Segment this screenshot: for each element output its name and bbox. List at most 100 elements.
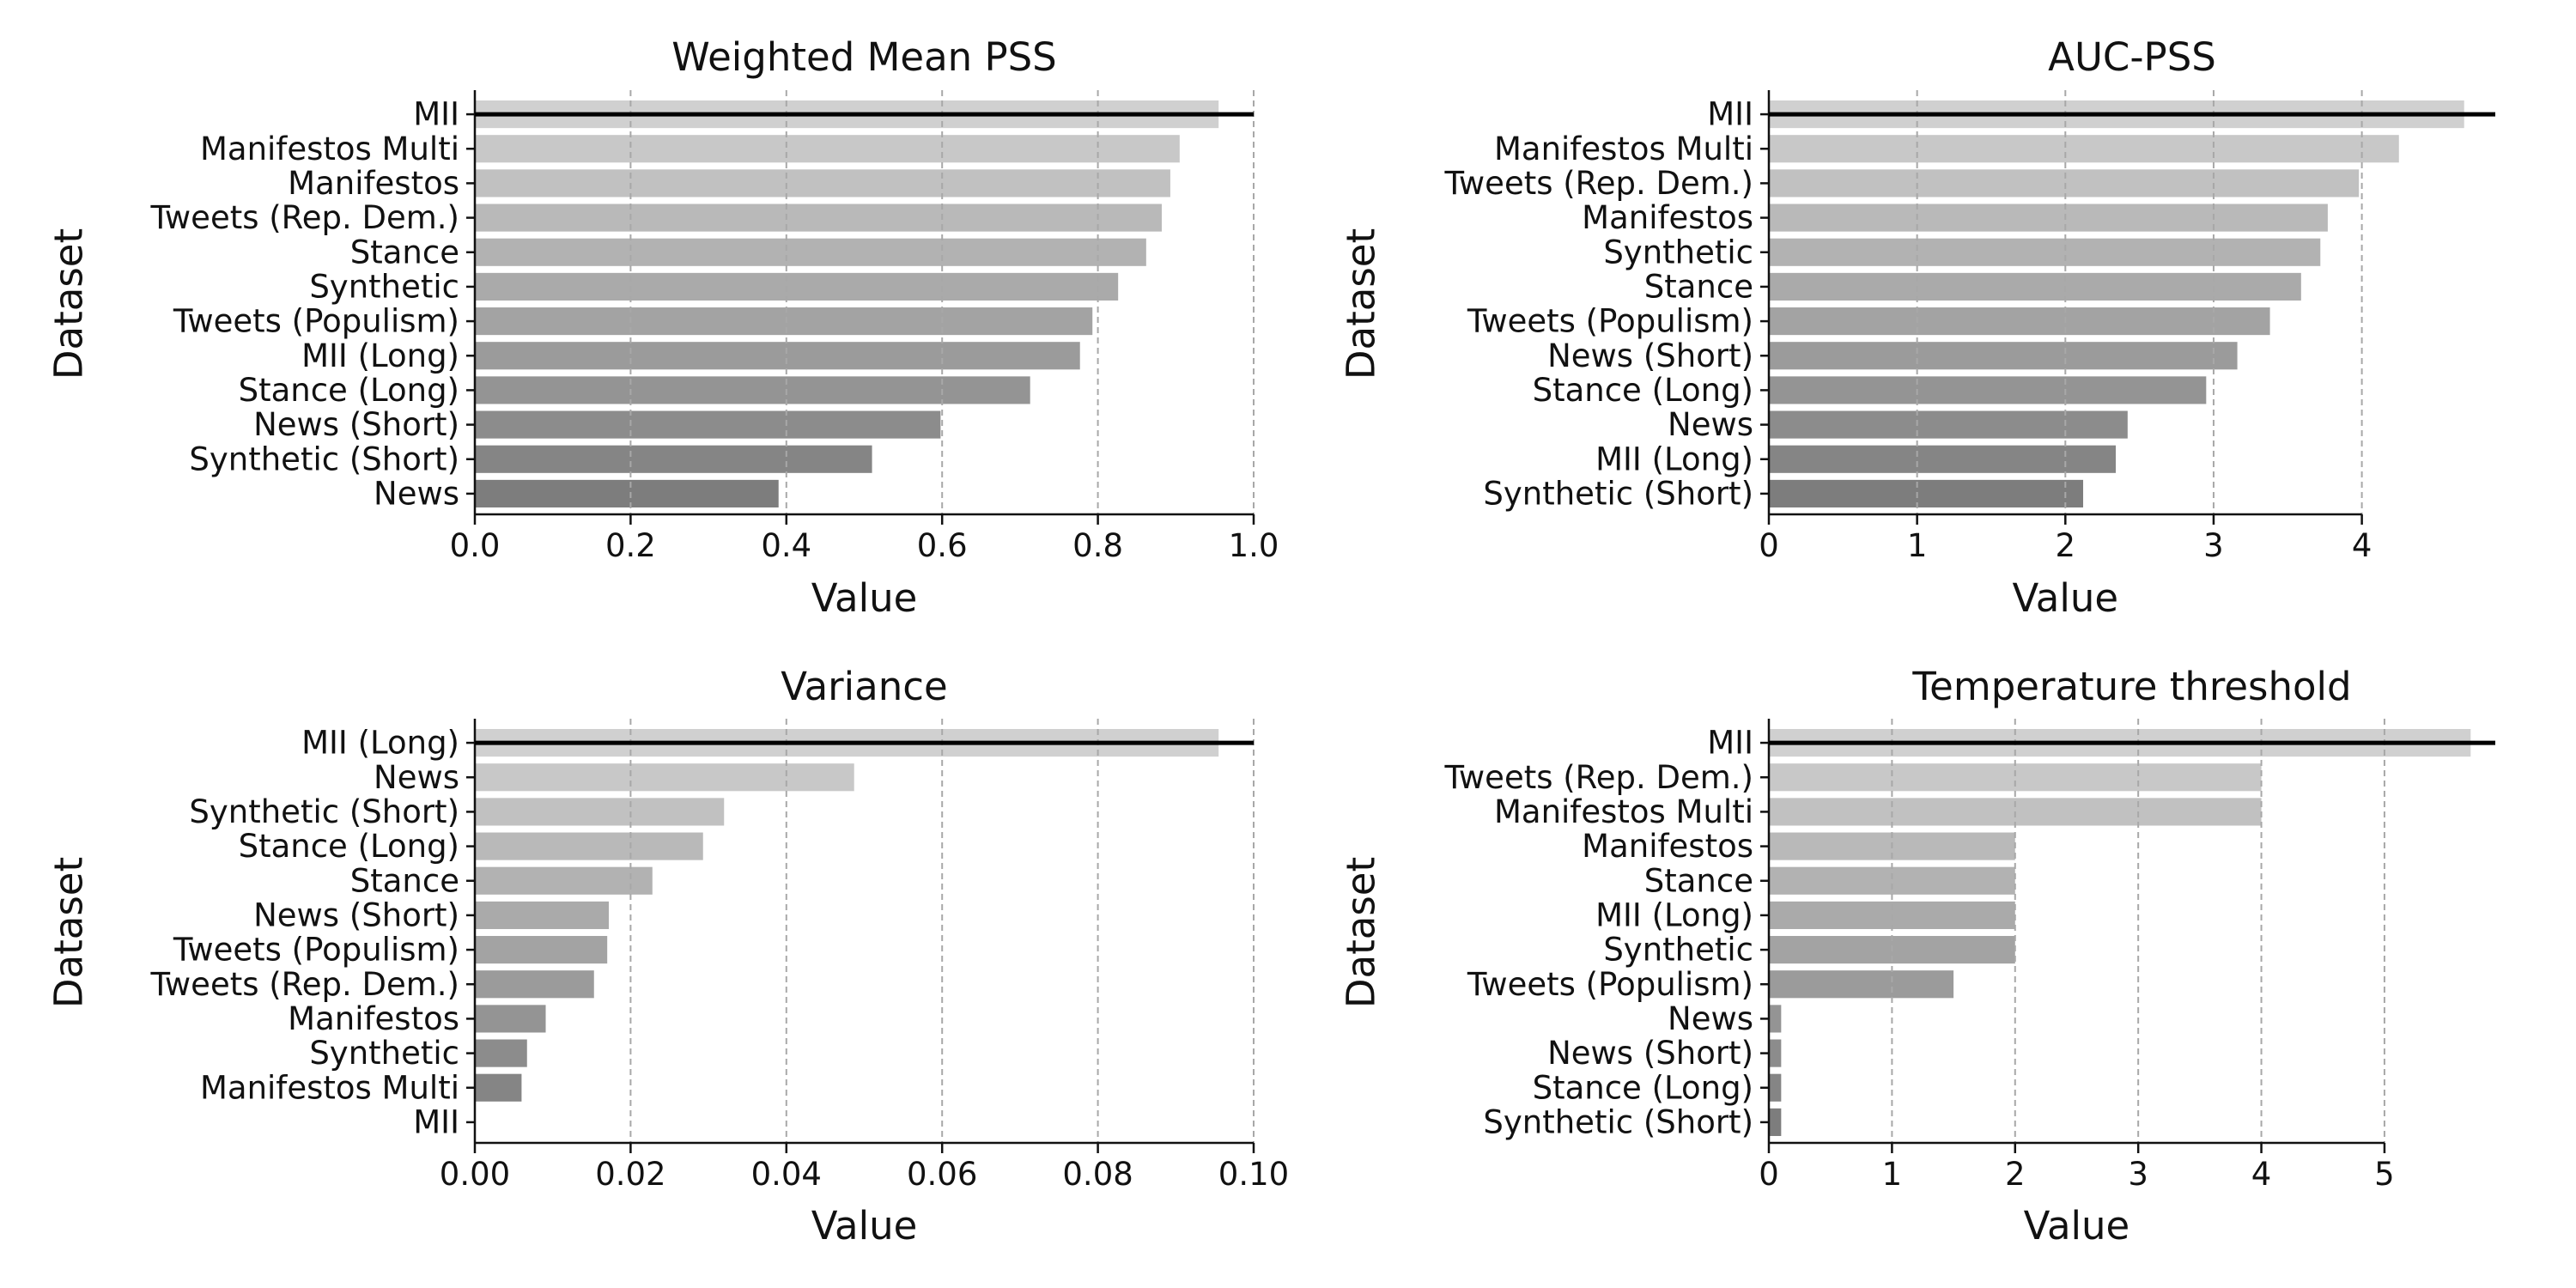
x-tick-label: 0.02 [595, 1156, 665, 1193]
category-label: Manifestos Multi [1494, 131, 1753, 167]
category-label: Stance (Long) [1533, 372, 1753, 409]
category-label: Synthetic (Short) [189, 440, 459, 477]
category-label: News [1668, 1000, 1753, 1037]
x-tick-label: 3 [2128, 1156, 2148, 1193]
category-label: News [374, 475, 459, 512]
bar [1769, 410, 2128, 439]
x-axis-label: Value [811, 575, 918, 621]
x-tick-label: 0.2 [605, 527, 656, 564]
category-label: News (Short) [1547, 1035, 1753, 1072]
category-label: MII (Long) [301, 337, 459, 374]
bar [475, 866, 653, 895]
x-tick-label: 2 [2005, 1156, 2026, 1193]
category-label: MII (Long) [1595, 440, 1753, 477]
category-label: News (Short) [253, 896, 459, 933]
bar [475, 238, 1146, 266]
x-tick-label: 0.6 [917, 527, 968, 564]
bar [475, 1073, 522, 1102]
x-tick-label: 4 [2352, 527, 2372, 564]
category-label: Synthetic [309, 1035, 459, 1072]
bar [1769, 445, 2117, 473]
bar [1769, 204, 2328, 232]
bar [475, 342, 1080, 370]
category-label: Stance [350, 862, 459, 899]
category-label: Synthetic [1603, 932, 1753, 969]
x-axis-label: Value [2024, 1203, 2130, 1249]
x-tick-label: 0.10 [1218, 1156, 1289, 1193]
category-label: Manifestos [288, 165, 459, 202]
bar [475, 1005, 546, 1033]
category-label: Tweets (Rep. Dem.) [1443, 165, 1753, 202]
category-label: Tweets (Populism) [1467, 966, 1753, 1003]
bar [1769, 1039, 1782, 1067]
bar [475, 135, 1180, 163]
category-label: Stance (Long) [239, 828, 459, 865]
category-label: News [1668, 406, 1753, 443]
x-axis-label: Value [811, 1203, 918, 1249]
y-axis-label: Dataset [1339, 857, 1384, 1008]
category-label: Stance [1644, 862, 1753, 899]
bar [475, 445, 872, 473]
bar [1769, 763, 2262, 792]
x-tick-label: 0.08 [1062, 1156, 1133, 1193]
bar [1769, 272, 2301, 301]
category-label: Manifestos Multi [1494, 793, 1753, 830]
x-tick-label: 1 [1907, 527, 1928, 564]
bar [1769, 866, 2015, 895]
x-tick-label: 0.4 [761, 527, 811, 564]
category-label: MII [1707, 725, 1753, 762]
x-tick-label: 2 [2056, 527, 2076, 564]
x-tick-label: 3 [2203, 527, 2224, 564]
bar [475, 1039, 527, 1067]
bar [1769, 479, 2084, 507]
bar [1769, 135, 2399, 163]
category-label: Tweets (Rep. Dem.) [1443, 759, 1753, 796]
bar [1769, 1108, 1782, 1136]
category-label: Tweets (Rep. Dem.) [149, 966, 459, 1003]
x-tick-label: 0.0 [450, 527, 501, 564]
x-tick-label: 0 [1759, 527, 1779, 564]
x-tick-label: 0 [1759, 1156, 1779, 1193]
bar [475, 169, 1170, 197]
x-tick-label: 4 [2251, 1156, 2272, 1193]
bar [475, 798, 725, 826]
category-label: Synthetic (Short) [1483, 475, 1753, 512]
category-label: Tweets (Populism) [173, 932, 459, 969]
bar [1769, 342, 2238, 370]
category-label: Tweets (Rep. Dem.) [149, 199, 459, 236]
bar [475, 410, 941, 439]
bar [475, 763, 854, 792]
category-label: News (Short) [253, 406, 459, 443]
category-label: Stance [350, 234, 459, 270]
bar [475, 970, 594, 999]
x-tick-label: 0.06 [907, 1156, 977, 1193]
category-label: News (Short) [1547, 337, 1753, 374]
bar [1769, 307, 2270, 336]
x-tick-label: 5 [2374, 1156, 2395, 1193]
chart-title: Variance [781, 664, 947, 709]
category-label: MII [413, 1103, 459, 1140]
bar [475, 307, 1093, 336]
bar [1769, 970, 1954, 999]
bar [475, 376, 1030, 404]
y-axis-label: Dataset [46, 228, 92, 380]
x-tick-label: 1.0 [1229, 527, 1279, 564]
category-label: Synthetic (Short) [1483, 1103, 1753, 1140]
bar [475, 479, 779, 507]
category-label: Tweets (Populism) [1467, 303, 1753, 340]
bar [475, 272, 1119, 301]
category-label: MII [413, 96, 459, 133]
y-axis-label: Dataset [1339, 228, 1384, 380]
x-tick-label: 1 [1882, 1156, 1903, 1193]
category-label: Manifestos Multi [200, 131, 459, 167]
bar [475, 901, 610, 929]
category-label: MII [1707, 96, 1753, 133]
category-label: MII (Long) [1595, 896, 1753, 933]
category-label: Manifestos [1582, 828, 1753, 865]
category-label: Stance (Long) [239, 372, 459, 409]
